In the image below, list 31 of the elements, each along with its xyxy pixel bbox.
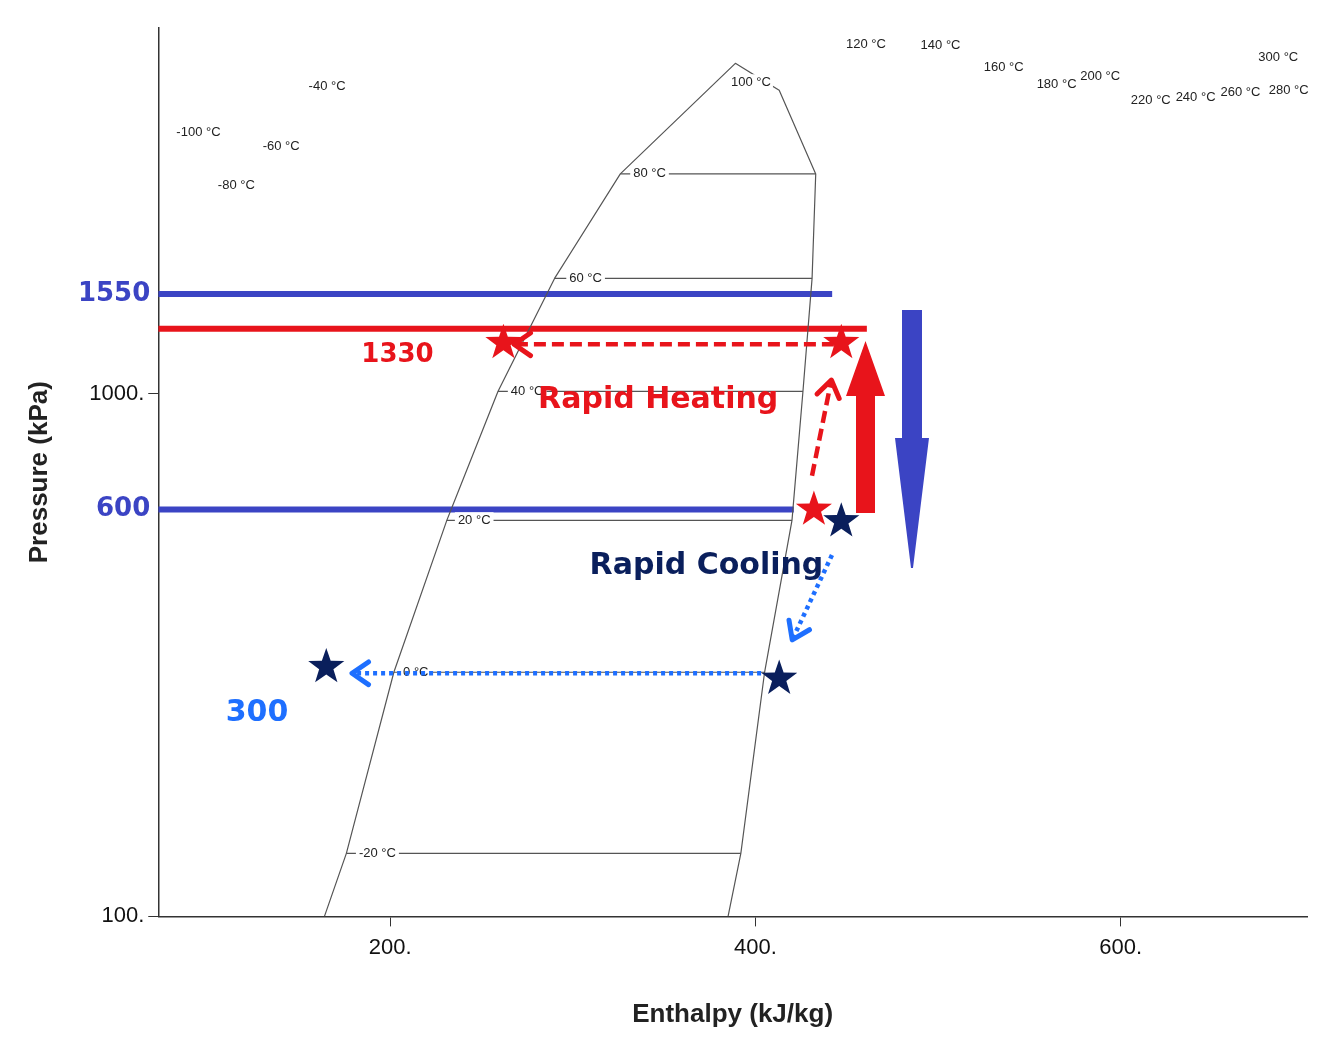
annotation: 300 <box>225 692 289 728</box>
annotation: -20 °C <box>358 844 396 860</box>
annotation: -100 °C <box>176 123 221 139</box>
x-tick-label: 400. <box>734 933 777 959</box>
annotation: 60 °C <box>569 269 602 285</box>
annotation: 300 °C <box>1258 48 1299 64</box>
x-tick-label: 200. <box>368 933 412 959</box>
annotation: 20 °C <box>457 511 491 527</box>
annotation: 160 °C <box>983 58 1024 74</box>
annotation: 260 °C <box>1220 84 1261 100</box>
annotation: 280 °C <box>1268 81 1309 97</box>
y-tick-label: 100. <box>101 902 145 928</box>
annotation: 1550 <box>77 276 151 307</box>
annotation: 140 °C <box>920 37 961 53</box>
annotation: 220 °C <box>1130 91 1171 107</box>
annotation: 100 °C <box>731 73 771 89</box>
annotation: 200 °C <box>1080 67 1121 83</box>
x-axis-title: Enthalpy (kJ/kg) <box>632 997 834 1028</box>
annotation: 180 °C <box>1036 75 1077 91</box>
annotation: Rapid Cooling <box>589 545 824 581</box>
annotation: 120 °C <box>845 35 886 51</box>
annotation: 80 °C <box>633 165 666 181</box>
annotation: 600 <box>95 492 151 523</box>
annotation: -80 °C <box>217 176 255 192</box>
annotation: 240 °C <box>1175 88 1216 104</box>
x-tick-label: 600. <box>1099 933 1143 959</box>
annotation: -40 °C <box>308 78 346 94</box>
annotation: -60 °C <box>262 137 300 153</box>
y-tick-label: 1000. <box>89 379 145 405</box>
annotation: 1330 <box>361 338 434 369</box>
y-axis-title: Pressure (kPa) <box>22 381 53 564</box>
